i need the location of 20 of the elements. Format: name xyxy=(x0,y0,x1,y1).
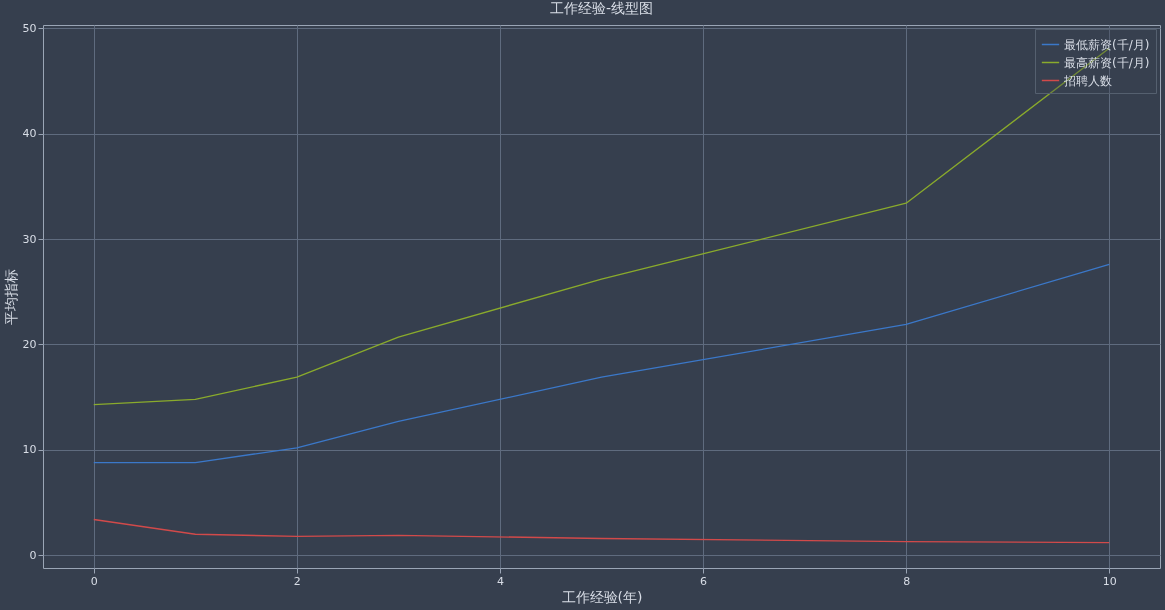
legend-label: 最高薪资(千/月) xyxy=(1064,55,1150,70)
x-tick-label: 0 xyxy=(90,574,98,588)
x-tick-label: 10 xyxy=(1102,574,1117,588)
line-series xyxy=(93,263,1110,464)
y-tick-label: 40 xyxy=(22,127,37,141)
x-tick-label: 4 xyxy=(496,574,504,588)
y-axis-title: 平均指标 xyxy=(2,269,19,325)
y-tick-label: 20 xyxy=(22,337,37,351)
line-series xyxy=(93,518,1110,544)
x-axis-title: 工作经验(年) xyxy=(561,588,643,605)
x-tick-label: 2 xyxy=(293,574,301,588)
y-tick-label: 0 xyxy=(29,548,37,562)
y-tick-label: 10 xyxy=(22,443,37,457)
legend-label: 最低薪资(千/月) xyxy=(1064,37,1150,52)
y-tick-label: 50 xyxy=(22,21,37,35)
x-tick-label: 8 xyxy=(903,574,911,588)
y-tick-label: 30 xyxy=(22,232,37,246)
chart-title: 工作经验-线型图 xyxy=(549,0,654,17)
x-tick-label: 6 xyxy=(700,574,708,588)
legend-label: 招聘人数 xyxy=(1063,73,1112,88)
